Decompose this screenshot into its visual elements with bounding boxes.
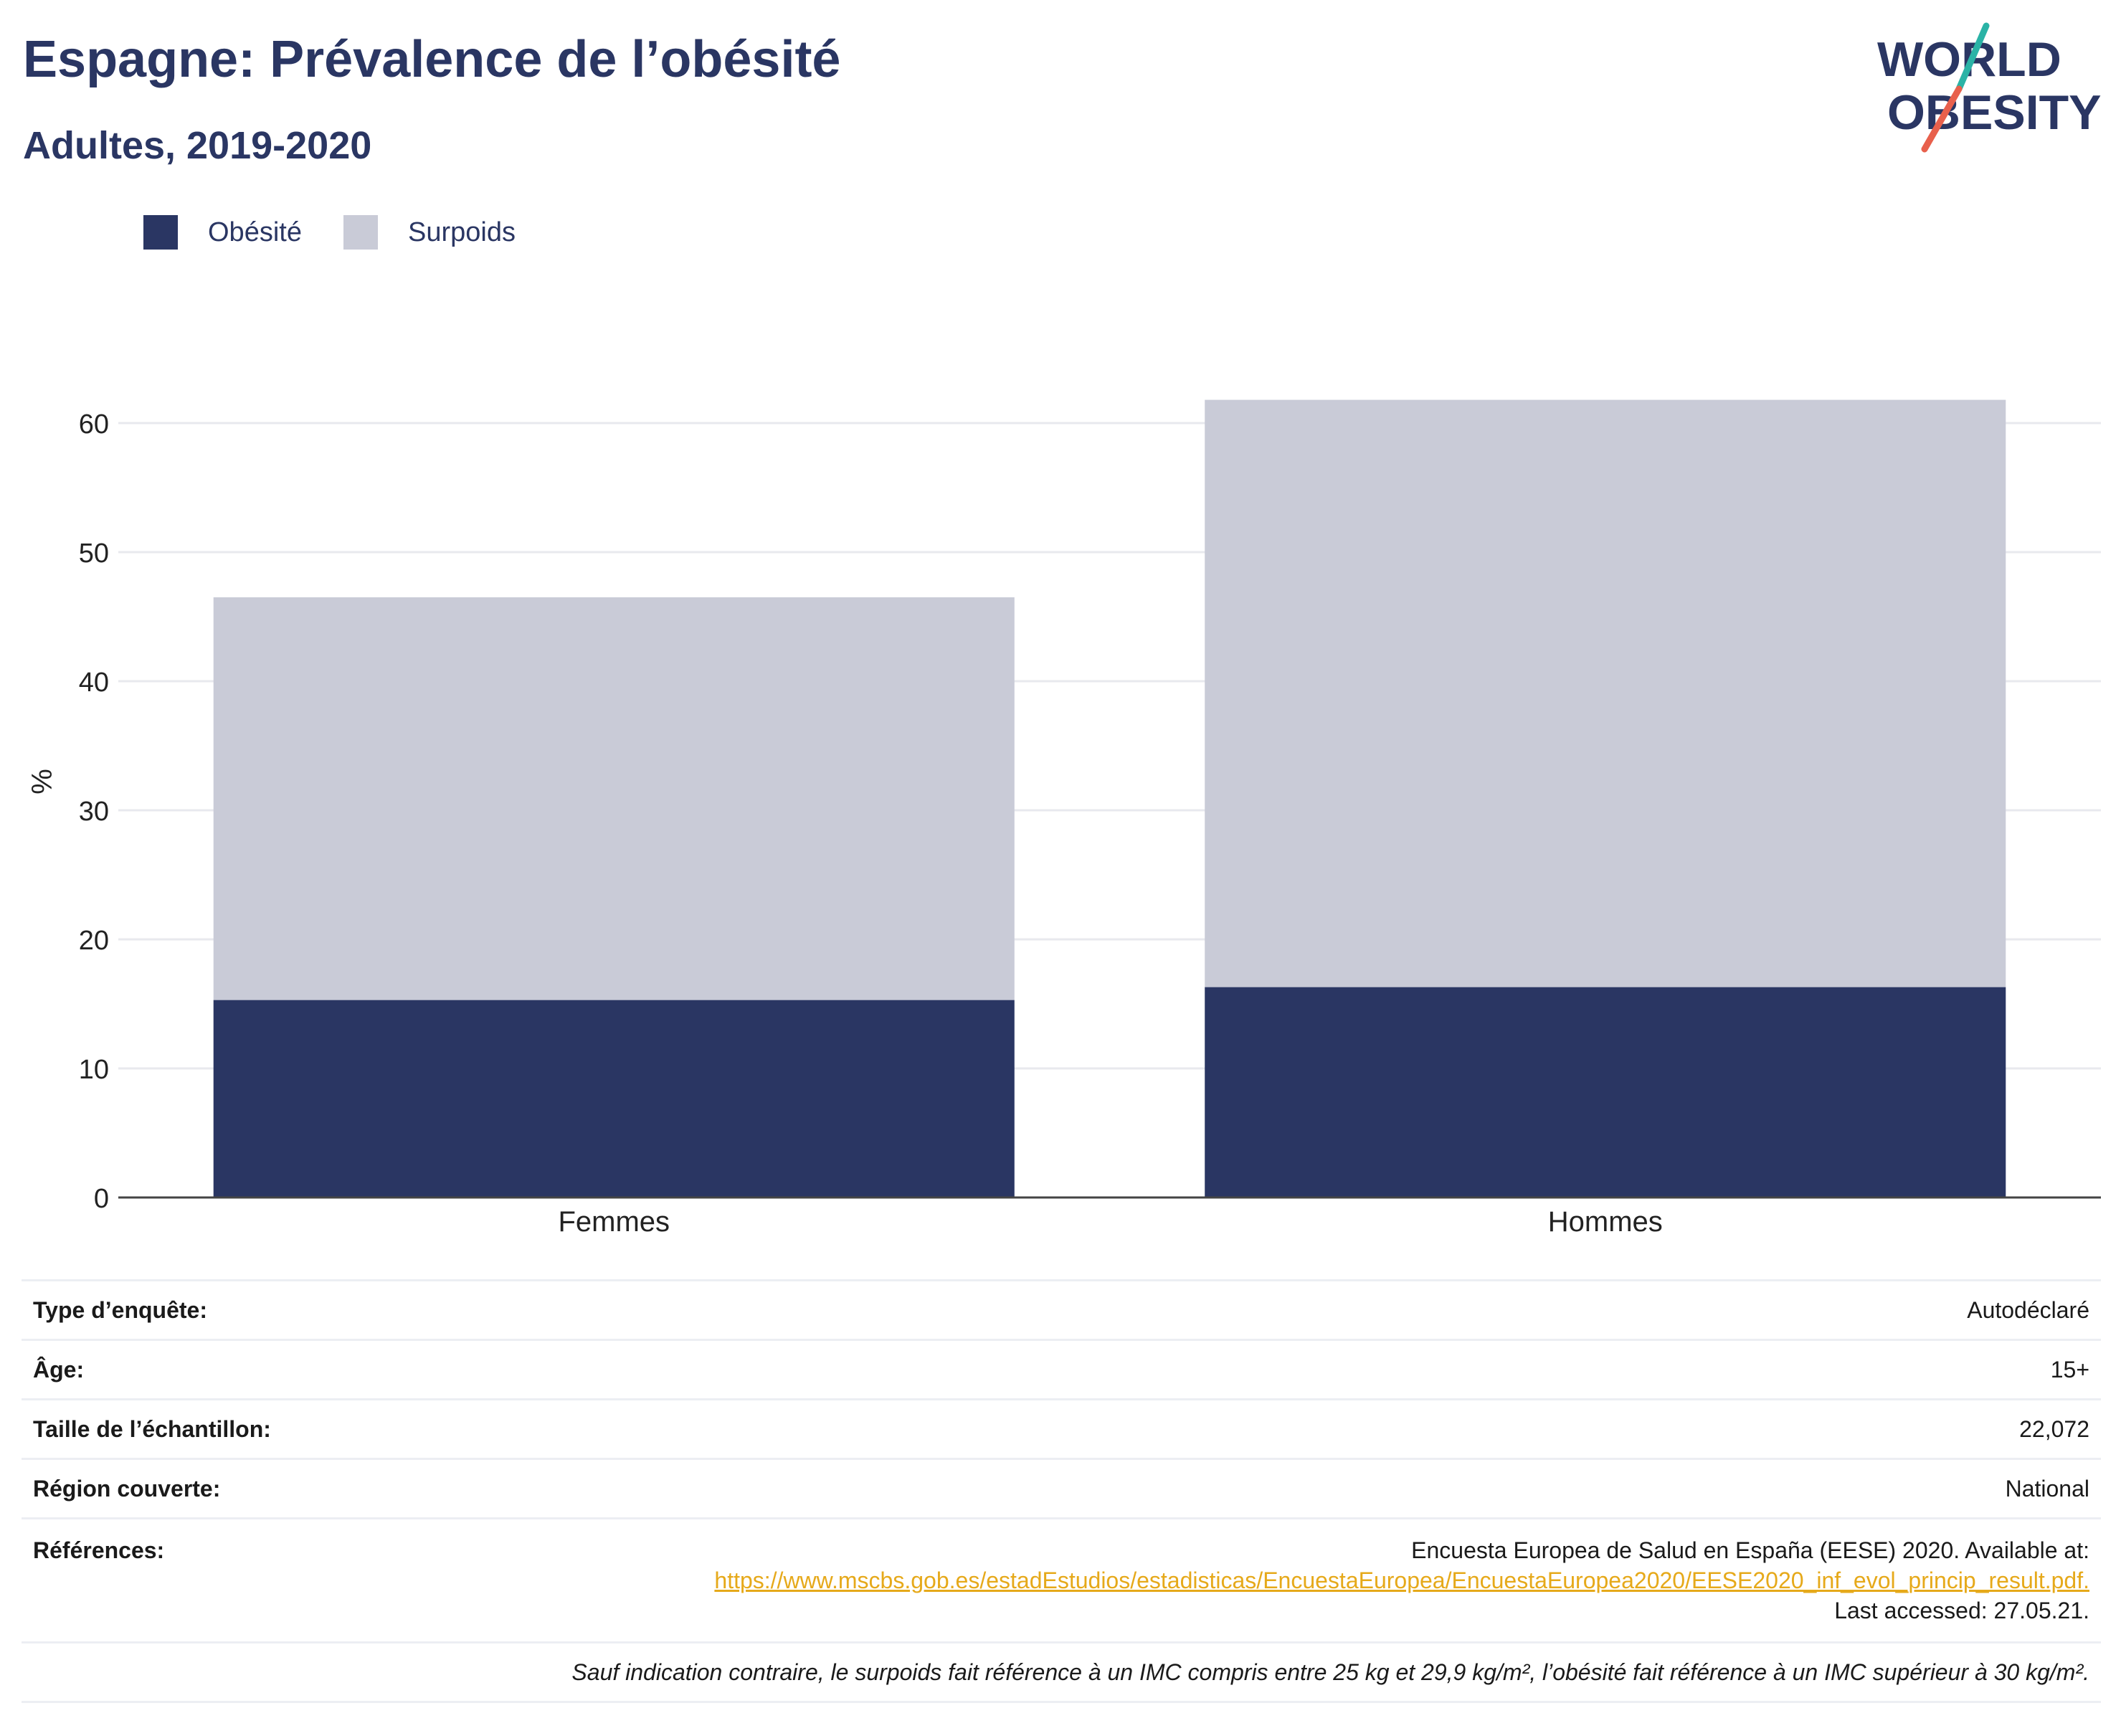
stacked-bar-chart: 0 10 20 30 40 50 60% Femmes Hommes bbox=[27, 399, 2101, 1238]
meta-key-survey-type: Type d’enquête: bbox=[33, 1297, 207, 1323]
chart-legend: Obésité Surpoids bbox=[143, 212, 557, 252]
legend-item-obesity: Obésité bbox=[143, 215, 302, 250]
survey-metadata-table: Type d’enquête: Autodéclaré Âge: 15+ Tai… bbox=[22, 1279, 2101, 1703]
meta-value-region: National bbox=[2005, 1476, 2089, 1502]
legend-swatch-obesity bbox=[143, 215, 178, 250]
reference-link[interactable]: https://www.mscbs.gob.es/estadEstudios/e… bbox=[714, 1567, 2089, 1593]
logo-slash-top bbox=[1955, 22, 1990, 93]
legend-label-obesity: Obésité bbox=[208, 217, 302, 247]
y-tick-label-0: 0 bbox=[94, 1184, 109, 1214]
y-tick-label-20: 20 bbox=[79, 926, 109, 956]
meta-row-region: Région couverte: National bbox=[22, 1458, 2101, 1519]
meta-row-age: Âge: 15+ bbox=[22, 1339, 2101, 1400]
x-tick-label-femmes: Femmes bbox=[558, 1206, 670, 1238]
meta-value-sample-size: 22,072 bbox=[2019, 1416, 2089, 1442]
bar-femmes-obesity bbox=[213, 1000, 1015, 1197]
y-tick-label-10: 10 bbox=[79, 1055, 109, 1085]
axes: 0 10 20 30 40 50 60% Femmes Hommes bbox=[27, 409, 2101, 1238]
bar-hommes-overweight bbox=[1205, 399, 2006, 987]
chart-subtitle: Adultes, 2019-2020 bbox=[23, 124, 372, 167]
bar-hommes-obesity bbox=[1205, 987, 2006, 1197]
meta-row-survey-type: Type d’enquête: Autodéclaré bbox=[22, 1280, 2101, 1340]
y-axis-label: % bbox=[27, 769, 58, 795]
logo-word-obesity: OBESITY bbox=[1887, 85, 2102, 140]
meta-key-region: Région couverte: bbox=[33, 1476, 221, 1502]
bar-femmes-overweight bbox=[213, 597, 1015, 1000]
meta-key-age: Âge: bbox=[33, 1357, 85, 1382]
chart-title: Espagne: Prévalence de l’obésité bbox=[23, 31, 841, 88]
world-obesity-logo: WORLD OBESITY bbox=[1877, 22, 2102, 153]
legend-label-overweight: Surpoids bbox=[407, 217, 516, 247]
meta-value-survey-type: Autodéclaré bbox=[1967, 1297, 2089, 1323]
meta-row-references: Références: Encuesta Europea de Salud en… bbox=[22, 1518, 2101, 1643]
meta-row-sample-size: Taille de l’échantillon: 22,072 bbox=[22, 1399, 2101, 1459]
meta-value-references: Encuesta Europea de Salud en España (EES… bbox=[348, 1519, 2101, 1643]
y-tick-label-40: 40 bbox=[79, 668, 109, 698]
meta-value-age: 15+ bbox=[2050, 1357, 2089, 1382]
y-tick-label-50: 50 bbox=[79, 539, 109, 569]
logo-slash-bottom bbox=[1921, 85, 1963, 153]
meta-row-footnote: Sauf indication contraire, le surpoids f… bbox=[22, 1642, 2101, 1702]
meta-key-references: Références: bbox=[33, 1537, 165, 1563]
bmi-definition-footnote: Sauf indication contraire, le surpoids f… bbox=[571, 1659, 2089, 1685]
bars bbox=[213, 399, 2006, 1197]
meta-key-sample-size: Taille de l’échantillon: bbox=[33, 1416, 271, 1442]
reference-source: Encuesta Europea de Salud en España (EES… bbox=[1411, 1537, 2089, 1563]
y-tick-label-60: 60 bbox=[79, 409, 109, 440]
legend-swatch-overweight bbox=[343, 215, 378, 250]
x-tick-label-hommes: Hommes bbox=[1548, 1206, 1663, 1238]
legend-item-overweight: Surpoids bbox=[343, 215, 516, 250]
y-tick-label-30: 30 bbox=[79, 797, 109, 827]
reference-last-accessed: Last accessed: 27.05.21. bbox=[1834, 1598, 2089, 1623]
